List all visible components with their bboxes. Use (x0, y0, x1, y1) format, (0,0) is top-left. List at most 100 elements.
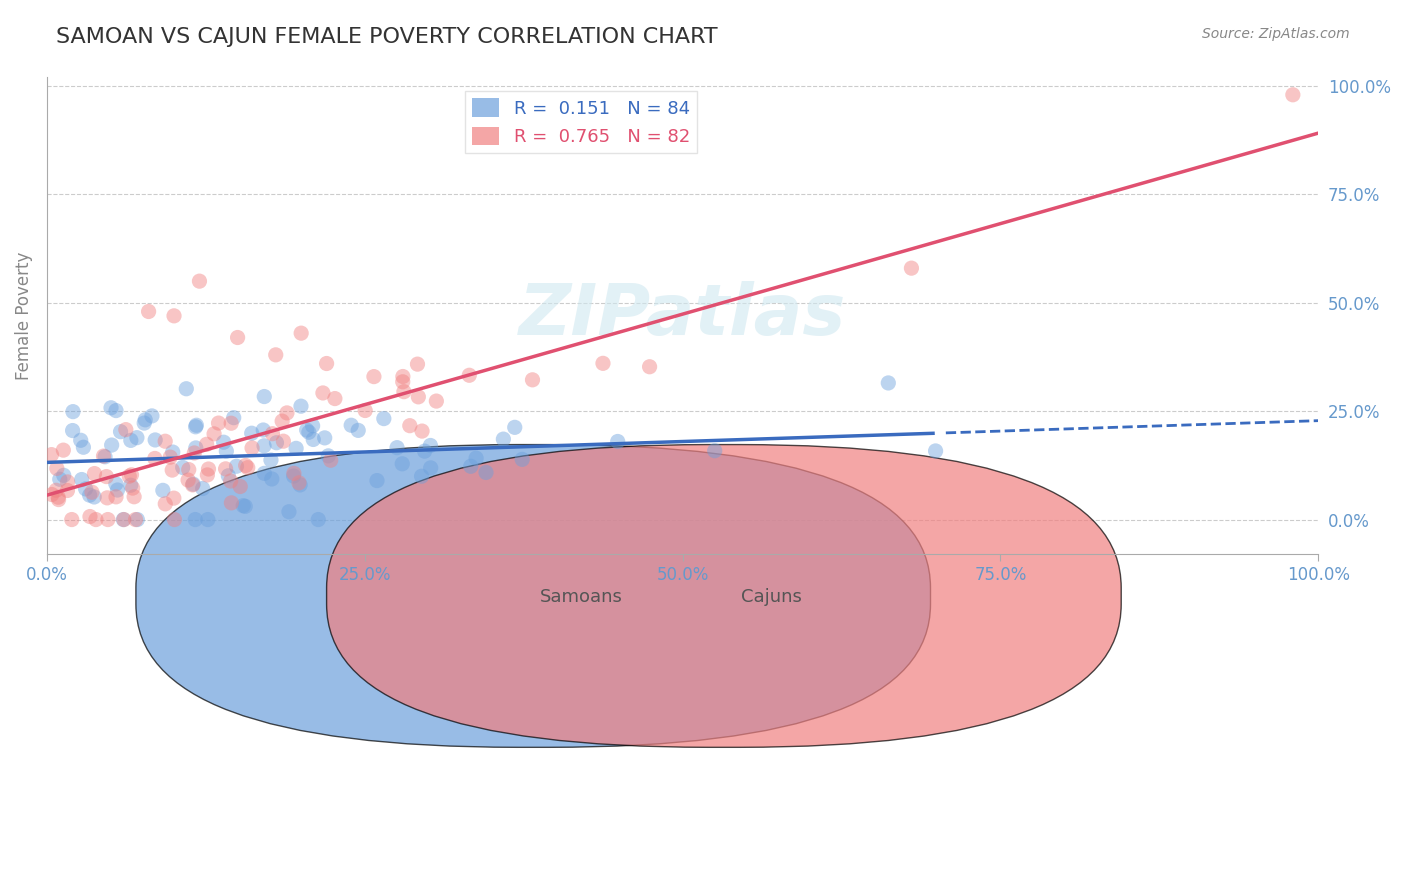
Point (503, 420, 526, 434)
Point (226, 330, 249, 344)
Point (877, 376, 900, 390)
Point (319, 453, 342, 467)
Point (163, 491, 186, 505)
Point (183, 446, 205, 460)
Point (391, 457, 413, 471)
Point (177, 473, 200, 487)
Point (134, 416, 156, 430)
Point (60, 512, 83, 526)
Point (366, 474, 388, 488)
Point (236, 460, 259, 475)
Point (52, 443, 75, 458)
Point (225, 459, 247, 474)
Point (79, 488, 101, 502)
Point (373, 411, 395, 425)
Point (252, 423, 274, 437)
Point (94, 450, 117, 464)
Point (112, 512, 135, 526)
Point (260, 472, 283, 486)
Point (266, 435, 288, 450)
Point (298, 425, 321, 440)
Point (240, 441, 263, 455)
Point (163, 512, 186, 526)
Point (413, 444, 436, 458)
Text: Samoans: Samoans (540, 588, 623, 607)
Point (253, 390, 276, 404)
Point (408, 390, 430, 404)
Point (96, 491, 118, 505)
Point (215, 444, 238, 458)
Point (186, 418, 208, 433)
Point (45, 483, 67, 498)
Point (385, 441, 408, 455)
Point (253, 439, 276, 453)
Point (124, 512, 146, 526)
Point (315, 357, 337, 371)
Point (120, 434, 142, 448)
Point (458, 368, 481, 383)
Point (240, 426, 263, 441)
Point (97, 512, 120, 526)
Point (177, 462, 200, 476)
Point (288, 475, 311, 490)
Point (278, 505, 301, 519)
Point (105, 403, 128, 417)
Point (72, 440, 94, 454)
Point (184, 441, 207, 455)
Point (460, 459, 482, 474)
Point (347, 423, 370, 437)
Point (52, 468, 75, 483)
Point (425, 394, 447, 409)
Point (143, 451, 166, 466)
Point (107, 483, 129, 497)
Point (212, 435, 235, 450)
Text: ZIPatlas: ZIPatlas (519, 281, 846, 351)
Point (188, 274, 211, 288)
Point (232, 499, 254, 513)
Point (153, 434, 176, 449)
Point (93, 449, 115, 463)
Text: Source: ZipAtlas.com: Source: ZipAtlas.com (1202, 27, 1350, 41)
Point (49, 472, 72, 486)
Point (229, 479, 252, 493)
Point (219, 474, 242, 488)
Point (100, 438, 122, 452)
Point (79, 509, 101, 524)
Point (143, 433, 166, 447)
Point (69, 434, 91, 448)
Point (159, 450, 181, 465)
Point (260, 453, 283, 467)
Point (283, 467, 305, 481)
Point (406, 357, 429, 371)
Point (110, 425, 132, 439)
Point (900, 261, 922, 276)
Point (45, 461, 67, 475)
Point (141, 409, 163, 423)
Point (323, 392, 346, 406)
Point (100, 401, 122, 415)
Point (160, 463, 183, 477)
Point (264, 348, 287, 362)
Point (207, 416, 229, 430)
Text: Cajuns: Cajuns (741, 588, 801, 607)
Point (312, 386, 335, 401)
Text: SAMOAN VS CAJUN FEMALE POVERTY CORRELATION CHART: SAMOAN VS CAJUN FEMALE POVERTY CORRELATI… (56, 27, 718, 46)
Point (197, 512, 219, 526)
FancyBboxPatch shape (136, 444, 931, 747)
Point (70, 473, 93, 487)
Point (222, 410, 245, 425)
Point (104, 476, 127, 491)
Point (174, 382, 197, 396)
Point (195, 467, 218, 482)
Point (62, 424, 84, 438)
Point (295, 423, 318, 437)
Point (262, 426, 284, 441)
Point (235, 458, 257, 473)
Point (510, 452, 533, 467)
Point (181, 477, 204, 491)
Point (41, 487, 63, 501)
Point (138, 304, 160, 318)
Y-axis label: Female Poverty: Female Poverty (15, 252, 32, 380)
Point (56, 483, 79, 498)
Point (114, 423, 136, 437)
